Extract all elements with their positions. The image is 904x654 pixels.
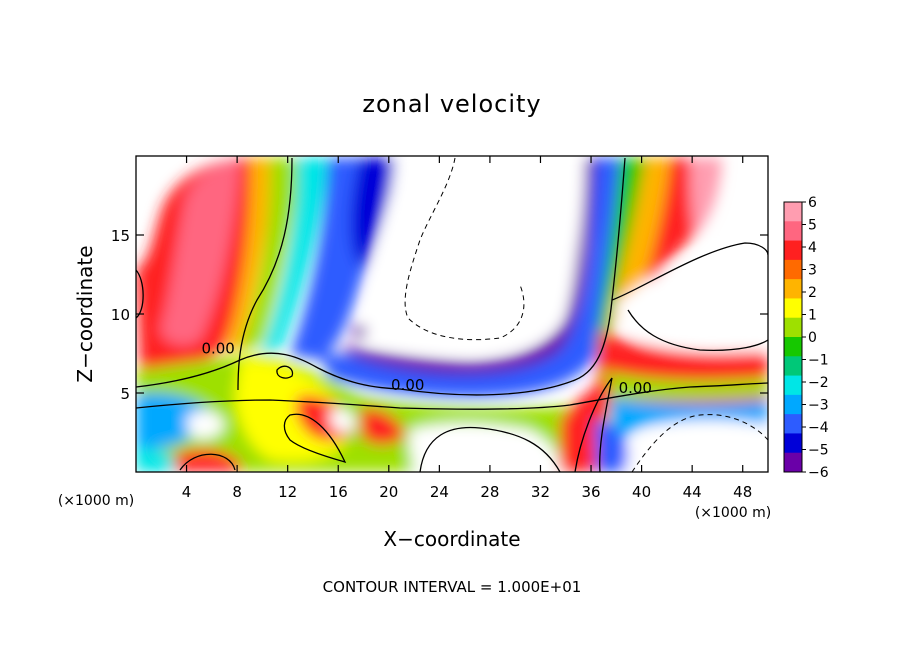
contour-line-left-vertical bbox=[237, 157, 293, 391]
contour-interval-note: CONTOUR INTERVAL = 1.000E+01 bbox=[323, 578, 582, 596]
y-axis-label: Z−coordinate bbox=[73, 245, 97, 382]
x-tick-label: 48 bbox=[733, 483, 752, 501]
colorbar-tick-label: −6 bbox=[808, 465, 829, 481]
colorbar-swatch bbox=[784, 298, 802, 319]
colorbar-tick-label: 5 bbox=[808, 218, 817, 234]
x-tick-label: 8 bbox=[232, 483, 242, 501]
heatmap-region bbox=[136, 447, 176, 472]
colorbar-swatch bbox=[784, 394, 802, 415]
colorbar-swatch bbox=[784, 240, 802, 261]
dashed-contour-right-bottom bbox=[631, 414, 768, 472]
contour-line-right-closed bbox=[627, 309, 768, 351]
x-tick-label: 44 bbox=[683, 483, 702, 501]
heatmap-region bbox=[595, 420, 632, 472]
contour-line-right-spike bbox=[574, 377, 613, 472]
colorbar-tick-label: −3 bbox=[808, 398, 829, 414]
x-tick-label: 24 bbox=[430, 483, 449, 501]
colorbar-tick-label: 4 bbox=[808, 240, 817, 256]
heatmap-region bbox=[360, 408, 405, 446]
heatmap-region-zero bbox=[186, 410, 225, 439]
heatmap-region-zero bbox=[615, 250, 768, 353]
heatmap-region-zero bbox=[625, 420, 768, 472]
colorbar-tick-label: 6 bbox=[808, 195, 817, 211]
heatmap-region bbox=[225, 158, 275, 350]
x-tick-label: 4 bbox=[182, 483, 192, 501]
colorbar-swatch bbox=[784, 221, 802, 242]
heatmap-region-zero bbox=[409, 423, 560, 472]
heatmap-region-zero bbox=[365, 158, 585, 352]
chart-title: zonal velocity bbox=[362, 90, 541, 118]
heatmap-region bbox=[353, 325, 367, 339]
dashed-contour-top bbox=[404, 157, 525, 341]
zero-contours bbox=[136, 157, 768, 472]
colorbar-tick-label: 1 bbox=[808, 308, 817, 324]
y-unit-label: (×1000 m) bbox=[58, 493, 134, 509]
colorbar-swatch bbox=[784, 202, 802, 222]
x-axis-label: X−coordinate bbox=[383, 527, 520, 551]
heatmap-region bbox=[320, 158, 620, 398]
heatmap-region bbox=[690, 158, 722, 235]
contour-labels: 0.00 0.00 0.00 bbox=[201, 340, 652, 398]
x-unit-label: (×1000 m) bbox=[695, 505, 771, 521]
x-tick-label: 36 bbox=[581, 483, 600, 501]
contour-line-upper-right bbox=[611, 242, 768, 301]
heatmap-region bbox=[600, 370, 768, 399]
colorbar-swatch bbox=[784, 337, 802, 357]
heatmap-region bbox=[160, 160, 240, 346]
contour-line-small-loop bbox=[276, 365, 294, 379]
heatmap-region bbox=[172, 448, 242, 472]
y-tick-label: 5 bbox=[120, 385, 130, 403]
colorbar-swatch bbox=[784, 375, 802, 396]
heatmap-region-zero bbox=[330, 408, 356, 433]
y-tick-label: 10 bbox=[111, 306, 130, 324]
heatmap-region bbox=[240, 158, 300, 350]
colorbar-swatch bbox=[784, 433, 802, 454]
contour-label: 0.00 bbox=[619, 379, 652, 397]
heatmap-region bbox=[610, 398, 768, 455]
contour-line-bottom-arc bbox=[419, 426, 561, 472]
colorbar-swatch bbox=[784, 317, 802, 338]
colorbar-swatch bbox=[784, 279, 802, 299]
contour-line-lower-left-closed bbox=[283, 413, 347, 464]
colorbar-swatch bbox=[784, 414, 802, 434]
colorbar-tick-label: −5 bbox=[808, 443, 829, 459]
x-tick-label: 28 bbox=[480, 483, 499, 501]
y-tick-label: 15 bbox=[111, 227, 130, 245]
heatmap-field bbox=[136, 158, 768, 472]
negative-contours bbox=[404, 157, 768, 472]
heatmap-region bbox=[340, 158, 595, 375]
x-tick-label: 20 bbox=[379, 483, 398, 501]
colorbar-swatch bbox=[784, 356, 802, 377]
x-tick-label: 16 bbox=[329, 483, 348, 501]
x-tick-label: 12 bbox=[278, 483, 297, 501]
x-tick-label: 32 bbox=[531, 483, 550, 501]
colorbar-tick-label: 2 bbox=[808, 285, 817, 301]
colorbar-tick-label: 3 bbox=[808, 263, 817, 279]
colorbar-tick-label: 0 bbox=[808, 330, 817, 346]
colorbar-tick-label: −1 bbox=[808, 353, 829, 369]
contour-line-left-bottom-loop bbox=[179, 453, 236, 471]
x-axis: 4 8 12 16 20 24 28 32 36 40 44 48 bbox=[182, 156, 752, 501]
y-axis: 5 10 15 bbox=[111, 227, 768, 403]
colorbar-tick-label: −2 bbox=[808, 375, 829, 391]
heatmap-region bbox=[262, 158, 330, 352]
heatmap-region bbox=[595, 158, 645, 350]
heatmap-region bbox=[350, 158, 398, 270]
contour-line-top-left-edge bbox=[136, 269, 144, 319]
x-tick-label: 40 bbox=[632, 483, 651, 501]
colorbar: 6 5 4 3 2 1 0 −1 −2 −3 −4 −5 −6 bbox=[783, 195, 829, 481]
colorbar-swatch bbox=[784, 259, 802, 280]
colorbar-swatch bbox=[784, 452, 802, 473]
colorbar-tick-label: −4 bbox=[808, 420, 829, 436]
contour-label: 0.00 bbox=[391, 376, 424, 394]
contour-line-mid-band bbox=[136, 382, 768, 410]
contour-label: 0.00 bbox=[201, 340, 234, 358]
